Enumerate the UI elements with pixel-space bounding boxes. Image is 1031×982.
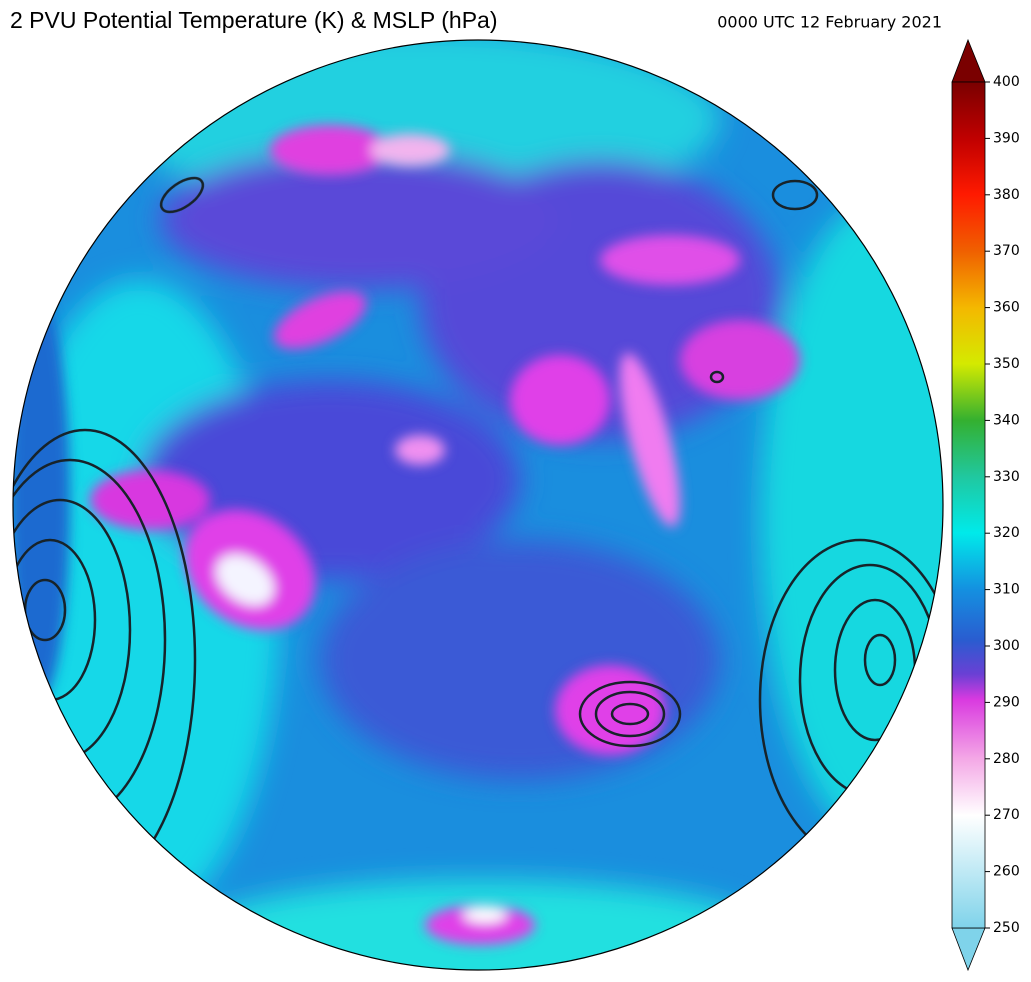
colorbar-tick-label: 380 <box>993 187 1020 203</box>
colorbar-tick-label: 260 <box>993 864 1020 880</box>
colorbar-tick-label: 370 <box>993 243 1020 259</box>
colorbar-tick-label: 310 <box>993 582 1020 598</box>
colorbar-tick-label: 280 <box>993 751 1020 767</box>
colorbar-scale <box>951 81 986 929</box>
colorbar <box>951 38 986 972</box>
colorbar-extend-bottom <box>951 927 986 972</box>
timestamp: 0000 UTC 12 February 2021 <box>717 13 942 32</box>
colorbar-tick-label: 350 <box>993 356 1020 372</box>
colorbar-tick-label: 290 <box>993 694 1020 710</box>
colorbar-tick-label: 400 <box>993 74 1020 90</box>
globe-border <box>12 39 944 971</box>
colorbar-tick-label: 330 <box>993 469 1020 485</box>
colorbar-tick-label: 270 <box>993 807 1020 823</box>
colorbar-extend-top <box>951 38 986 83</box>
colorbar-tick-label: 300 <box>993 638 1020 654</box>
colorbar-tick-label: 320 <box>993 525 1020 541</box>
colorbar-tick-label: 390 <box>993 130 1020 146</box>
colorbar-tick-label: 250 <box>993 920 1020 936</box>
map-title: 2 PVU Potential Temperature (K) & MSLP (… <box>10 7 497 33</box>
globe <box>13 40 943 970</box>
colorbar-tick-label: 340 <box>993 412 1020 428</box>
colorbar-tick-label: 360 <box>993 300 1020 316</box>
